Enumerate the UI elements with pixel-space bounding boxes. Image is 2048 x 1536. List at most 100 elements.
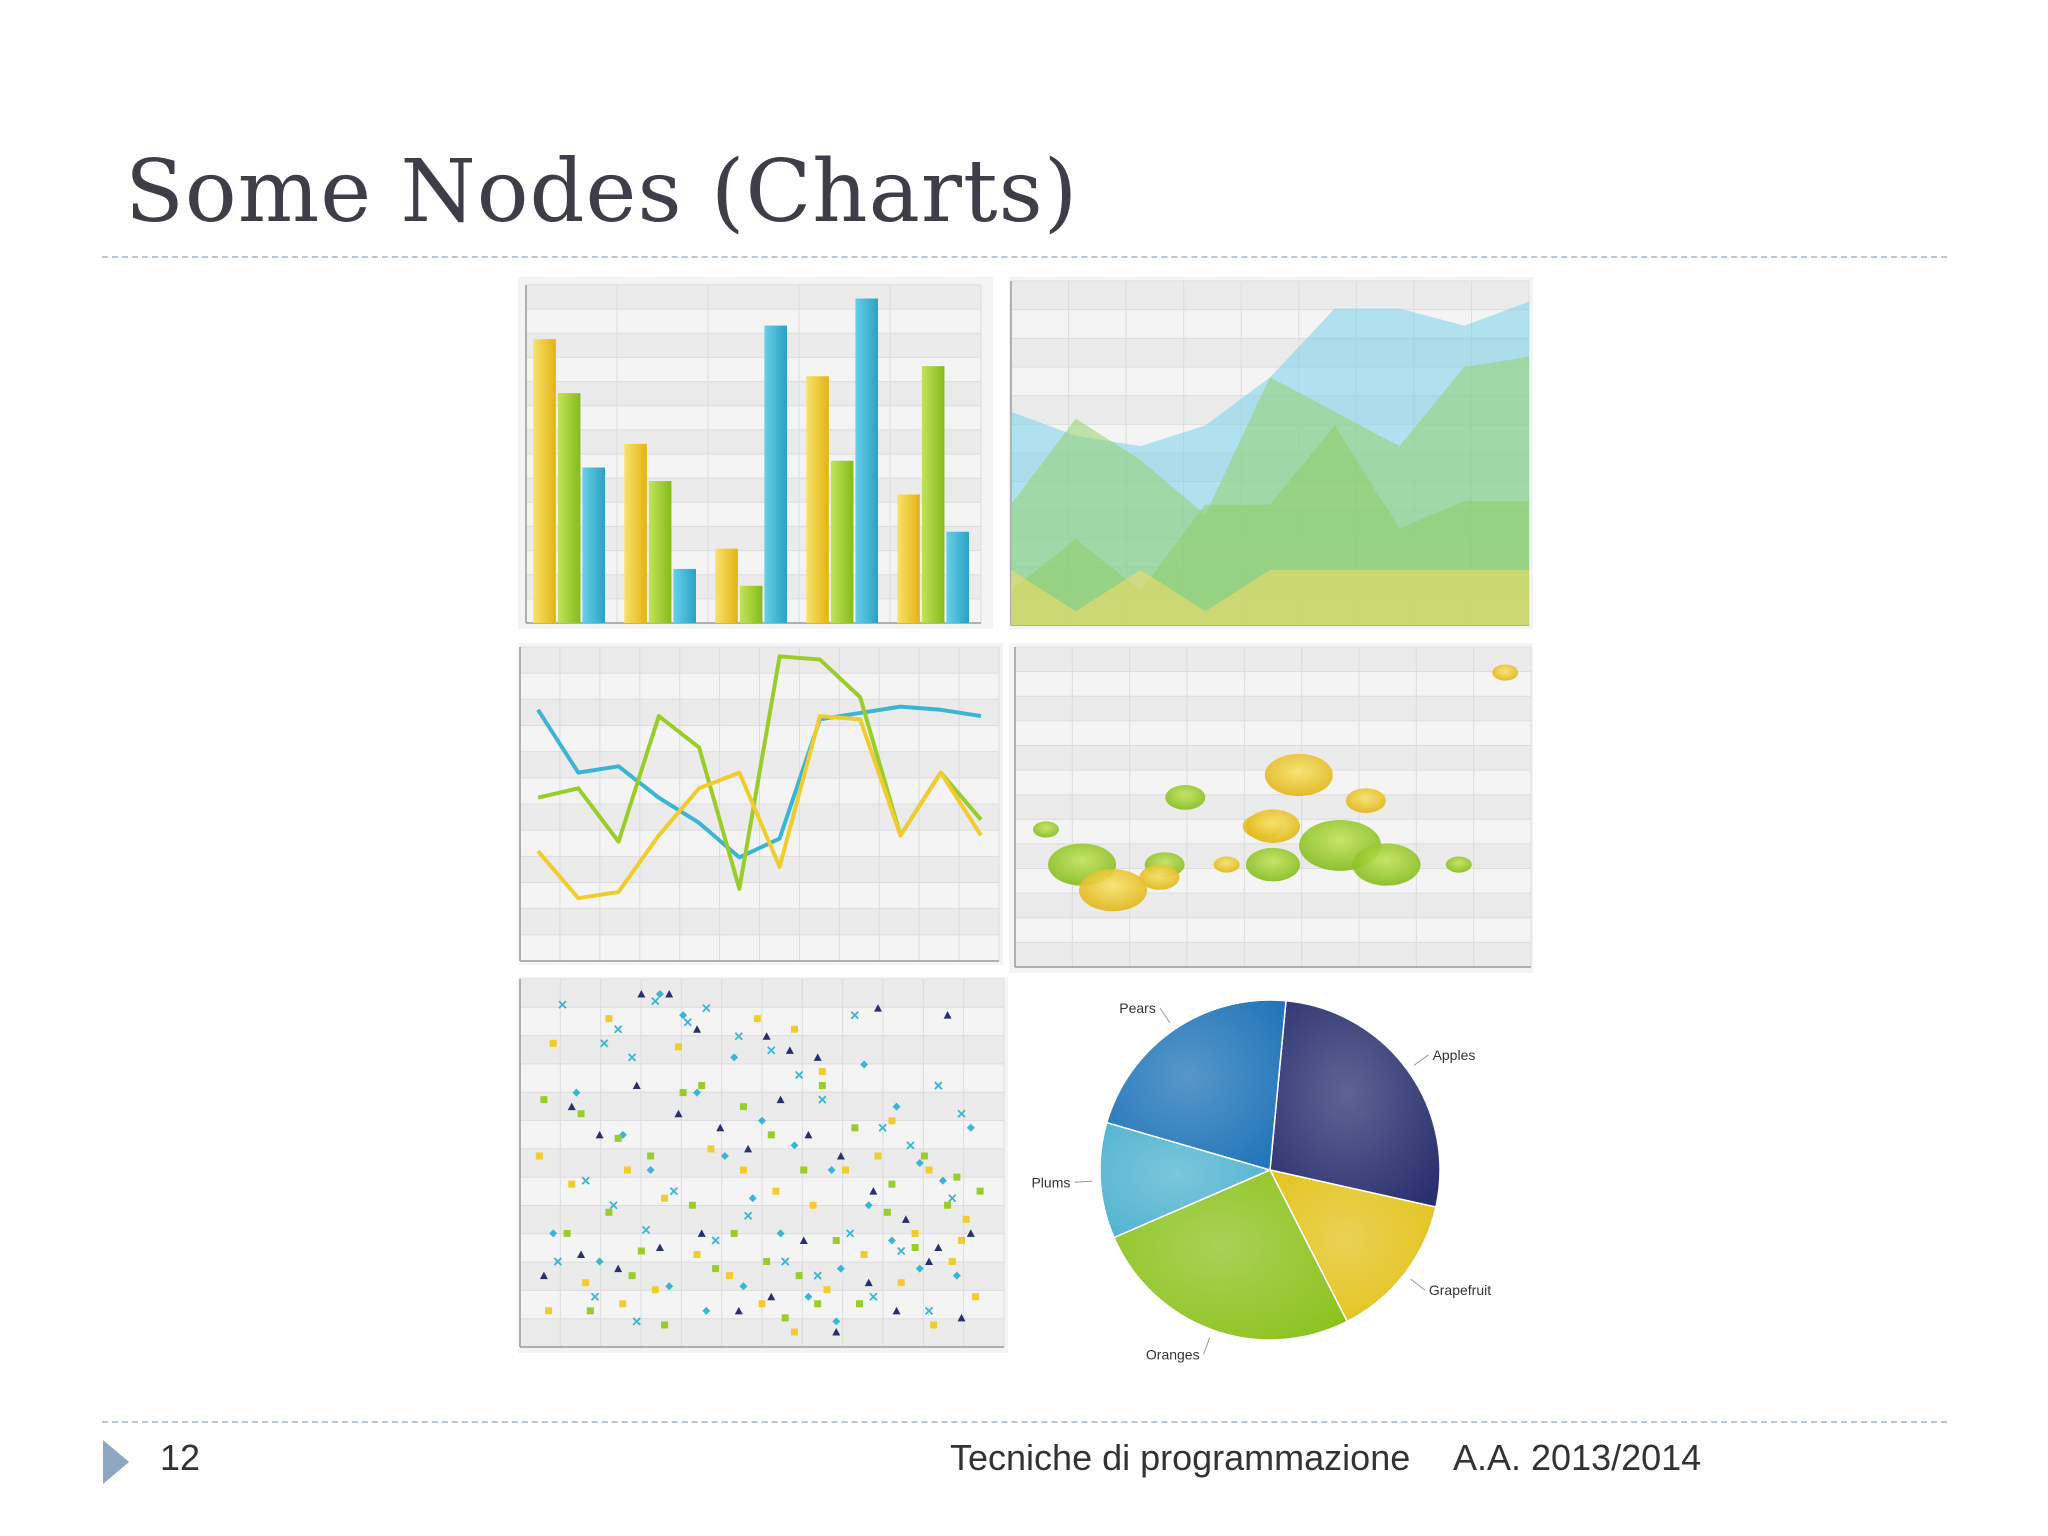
scatter-point — [739, 1166, 747, 1174]
scatter-point — [632, 1317, 641, 1326]
scatter-point — [772, 1187, 780, 1195]
area-series — [1011, 569, 1529, 625]
grid-band — [526, 285, 981, 310]
bubble — [1213, 856, 1240, 873]
pie-label: Apples — [1433, 1047, 1476, 1063]
scatter-point — [888, 1180, 896, 1188]
scatter-point — [906, 1141, 915, 1150]
scatter-point — [860, 1251, 868, 1259]
scatter-point — [623, 1166, 631, 1174]
scatter-point — [595, 1257, 604, 1266]
grid-band — [1011, 281, 1529, 310]
scatter-point — [790, 1025, 798, 1033]
scatter-point — [707, 1145, 715, 1153]
scatter-point — [683, 1018, 692, 1027]
scatter-point — [818, 1095, 827, 1104]
scatter-point — [813, 1271, 822, 1280]
scatter-point — [794, 1070, 804, 1080]
scatter-point — [869, 1187, 878, 1195]
scatter-point — [614, 1025, 623, 1034]
scatter-point — [661, 1194, 669, 1202]
scatter-point — [697, 1229, 706, 1237]
scatter-point — [693, 1025, 702, 1033]
title-divider — [102, 256, 1947, 258]
bar — [673, 568, 696, 623]
bubble — [1165, 785, 1206, 810]
scatter-point — [632, 1081, 641, 1090]
scatter-point — [864, 1201, 873, 1210]
bubble — [1445, 856, 1472, 873]
scatter-point — [614, 1264, 623, 1273]
scatter-point — [567, 1102, 576, 1111]
scatter-point — [763, 1258, 771, 1266]
pie-slice — [1099, 1121, 1273, 1239]
scatter-point — [600, 1039, 609, 1048]
scatter-point — [934, 1081, 943, 1090]
scatter-point — [744, 1144, 753, 1153]
scatter-point — [901, 1215, 910, 1223]
scatter-point — [655, 990, 664, 999]
scatter-point — [827, 1166, 836, 1175]
scatter-point — [888, 1117, 896, 1125]
pie-label: Grapefruit — [1429, 1282, 1491, 1298]
scatter-point — [549, 1039, 557, 1047]
scatter-point — [739, 1103, 747, 1111]
scatter-point — [878, 1123, 887, 1132]
scatter-point — [605, 1208, 613, 1216]
scatter-point — [938, 1176, 947, 1185]
bubble — [1246, 847, 1300, 882]
scatter-point — [688, 1201, 696, 1209]
scatter-point — [818, 1067, 826, 1075]
scatter-point — [590, 1292, 600, 1301]
scatter-point — [966, 1123, 975, 1132]
scatter-point — [674, 1109, 683, 1118]
pie-leader-line — [1074, 1180, 1093, 1183]
scatter-point — [665, 1282, 674, 1291]
scatter-point — [647, 1152, 655, 1160]
scatter-point — [971, 1293, 979, 1301]
scatter-point — [767, 1046, 776, 1055]
scatter-point — [911, 1229, 919, 1237]
bar — [764, 325, 787, 623]
scatter-point — [897, 1279, 905, 1287]
scatter-point — [804, 1292, 813, 1301]
scatter-point — [776, 1229, 785, 1238]
scatter-point — [944, 1201, 952, 1209]
bar — [624, 443, 647, 623]
scatter-point — [679, 1011, 688, 1020]
bar — [806, 376, 829, 623]
scatter-point — [698, 1082, 706, 1090]
bubble — [1352, 843, 1421, 886]
scatter-point — [790, 1141, 799, 1150]
area-series — [1011, 356, 1529, 625]
scatter-point — [860, 1060, 869, 1069]
scatter-point — [628, 1272, 636, 1280]
scatter-point — [679, 1089, 687, 1097]
scatter-point — [976, 1187, 984, 1195]
scatter-point — [711, 1236, 720, 1245]
bubble — [1264, 753, 1333, 797]
bar — [921, 366, 945, 623]
scatter-point — [795, 1272, 803, 1280]
scatter-point — [832, 1327, 841, 1336]
slide-title: Some Nodes (Charts) — [125, 142, 1079, 242]
scatter-point — [952, 1271, 961, 1280]
pie-label: Oranges — [1146, 1346, 1200, 1362]
scatter-point — [842, 1166, 850, 1174]
pie-leader-line — [1159, 1007, 1171, 1024]
scatter-point — [553, 1257, 562, 1266]
scatter-point — [869, 1292, 878, 1301]
scatter-point — [767, 1131, 775, 1139]
scatter-point — [734, 1032, 743, 1041]
bar — [946, 531, 969, 623]
pie-label: Pears — [1119, 1000, 1156, 1016]
grid-band — [526, 333, 981, 358]
pie-chart: Apples Grapefruit Oranges Plums Pears — [1031, 999, 1491, 1362]
bubble — [1139, 865, 1180, 890]
bar — [648, 481, 672, 623]
scatter-point — [739, 1282, 748, 1291]
scatter-point — [545, 1307, 553, 1315]
scatter-point — [568, 1180, 576, 1188]
bubble-chart — [1014, 646, 1532, 968]
area-chart — [1010, 280, 1530, 626]
